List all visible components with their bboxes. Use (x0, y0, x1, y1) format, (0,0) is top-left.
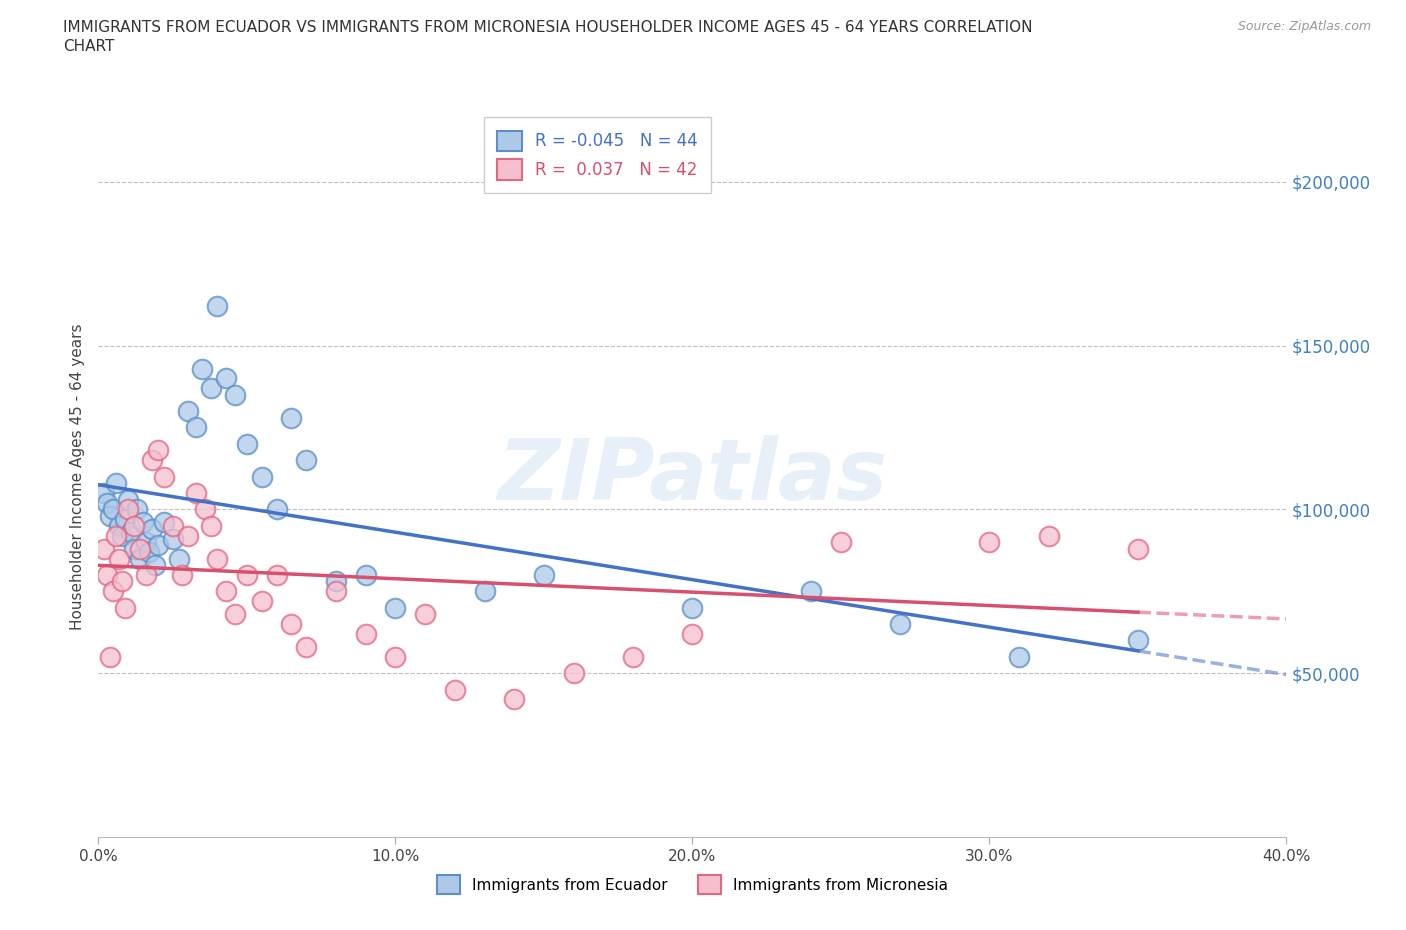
Point (111, 574, 134, 589)
Point (138, 545, 160, 560)
Point (186, 485, 208, 500)
Legend: Immigrants from Ecuador, Immigrants from Micronesia: Immigrants from Ecuador, Immigrants from… (429, 868, 956, 901)
Point (413, 606, 436, 621)
Point (120, 525, 142, 539)
Point (194, 502, 217, 517)
Point (103, 502, 125, 517)
Point (295, 453, 318, 468)
Point (215, 584, 238, 599)
Point (280, 617, 302, 631)
Point (354, 567, 377, 582)
Point (146, 538, 169, 552)
Point (122, 541, 145, 556)
Point (135, 535, 157, 550)
Point (105, 476, 128, 491)
Point (117, 502, 139, 517)
Point (111, 528, 134, 543)
Point (280, 410, 302, 425)
Point (236, 567, 259, 582)
Y-axis label: Householder Income Ages 45 - 64 years: Householder Income Ages 45 - 64 years (69, 324, 84, 630)
Point (384, 649, 406, 664)
Point (162, 531, 184, 546)
Point (250, 470, 273, 485)
Point (105, 528, 128, 543)
Point (250, 593, 273, 608)
Point (129, 541, 152, 556)
Point (682, 627, 704, 642)
Point (889, 617, 911, 631)
Point (215, 371, 238, 386)
Point (325, 574, 347, 589)
Point (167, 551, 190, 566)
Point (170, 567, 193, 582)
Point (186, 420, 208, 435)
Point (266, 502, 288, 517)
Point (207, 551, 229, 566)
Point (117, 492, 139, 507)
Point (93, 485, 115, 500)
Point (1126, 633, 1149, 648)
Point (1038, 528, 1060, 543)
Point (114, 600, 136, 615)
Point (533, 567, 555, 582)
Point (1008, 649, 1031, 664)
Point (354, 627, 377, 642)
Point (236, 436, 259, 451)
Point (143, 558, 166, 573)
Point (162, 518, 184, 533)
Point (103, 584, 125, 599)
Point (200, 518, 222, 533)
Text: Source: ZipAtlas.com: Source: ZipAtlas.com (1237, 20, 1371, 33)
Point (830, 535, 852, 550)
Point (224, 387, 246, 402)
Point (96, 567, 118, 582)
Point (224, 606, 246, 621)
Point (96, 496, 118, 511)
Point (325, 584, 347, 599)
Point (384, 600, 406, 615)
Point (474, 584, 496, 599)
Point (295, 640, 318, 655)
Point (176, 528, 198, 543)
Point (503, 692, 526, 707)
Point (200, 380, 222, 395)
Text: IMMIGRANTS FROM ECUADOR VS IMMIGRANTS FROM MICRONESIA HOUSEHOLDER INCOME AGES 45: IMMIGRANTS FROM ECUADOR VS IMMIGRANTS FR… (63, 20, 1033, 35)
Text: CHART: CHART (63, 39, 115, 54)
Point (125, 502, 148, 517)
Point (114, 512, 136, 526)
Point (98, 649, 121, 664)
Point (152, 470, 174, 485)
Point (146, 443, 169, 458)
Point (266, 567, 288, 582)
Point (108, 551, 131, 566)
Text: ZIPatlas: ZIPatlas (498, 435, 887, 518)
Point (93, 541, 115, 556)
Point (621, 649, 644, 664)
Point (141, 522, 163, 537)
Point (108, 518, 131, 533)
Point (135, 567, 157, 582)
Point (129, 551, 152, 566)
Point (443, 682, 465, 697)
Point (152, 515, 174, 530)
Point (132, 515, 155, 530)
Point (191, 361, 214, 376)
Point (141, 453, 163, 468)
Point (979, 535, 1001, 550)
Point (562, 666, 585, 681)
Point (207, 299, 229, 313)
Point (98, 509, 121, 524)
Point (176, 404, 198, 418)
Point (1126, 541, 1149, 556)
Point (122, 518, 145, 533)
Point (800, 584, 823, 599)
Point (682, 600, 704, 615)
